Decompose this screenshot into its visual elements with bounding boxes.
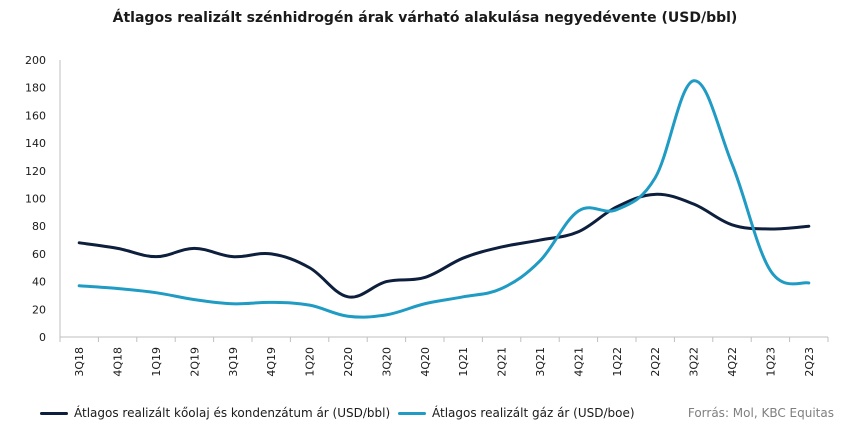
chart-series-lines	[77, 79, 811, 319]
y-tick-label: 140	[25, 137, 46, 150]
legend-swatch-gas	[398, 411, 426, 415]
x-tick-label: 4Q21	[572, 347, 585, 377]
y-tick-label: 200	[25, 54, 46, 67]
y-tick-label: 100	[25, 193, 46, 206]
x-tick-label: 2Q21	[496, 347, 509, 377]
x-tick-label: 2Q23	[803, 347, 816, 377]
source-note: Forrás: Mol, KBC Equitas	[687, 406, 834, 420]
x-tick-label: 1Q23	[764, 347, 777, 377]
x-tick-label: 4Q22	[726, 347, 739, 377]
legend-item-gas: Átlagos realizált gáz ár (USD/boe)	[398, 406, 635, 420]
x-tick-label: 1Q22	[611, 347, 624, 377]
x-tick-label: 2Q20	[342, 347, 355, 377]
x-tick-label: 4Q20	[419, 347, 432, 377]
x-tick-label: 3Q18	[73, 347, 86, 377]
x-tick-label: 2Q22	[649, 347, 662, 377]
legend-label-oil: Átlagos realizált kőolaj és kondenzátum …	[74, 406, 391, 420]
x-tick-label: 1Q21	[457, 347, 470, 377]
x-tick-label: 1Q19	[150, 347, 163, 377]
series-line-0	[77, 192, 811, 299]
x-tick-label: 4Q19	[265, 347, 278, 377]
x-tick-label: 3Q22	[688, 347, 701, 377]
y-tick-label: 120	[25, 165, 46, 178]
x-tick-label: 1Q20	[304, 347, 317, 377]
x-tick-label: 4Q18	[112, 347, 125, 377]
chart-axes: 0 20 40 60 80 100 120 140 160 180 200 3Q18 4Q18 1Q19 2…	[25, 54, 829, 377]
y-tick-label: 180	[25, 82, 46, 95]
y-tick-label: 20	[32, 303, 46, 316]
legend-item-oil: Átlagos realizált kőolaj és kondenzátum …	[40, 406, 390, 420]
x-tick-label: 3Q19	[227, 347, 240, 377]
series-line-1	[77, 79, 811, 319]
legend-label-gas: Átlagos realizált gáz ár (USD/boe)	[432, 406, 635, 420]
y-tick-label: 60	[32, 248, 46, 261]
x-tick-label: 3Q21	[534, 347, 547, 377]
x-tick-label: 3Q20	[380, 347, 393, 377]
x-tick-label: 2Q19	[188, 347, 201, 377]
y-tick-label: 80	[32, 220, 46, 233]
y-tick-label: 160	[25, 109, 46, 122]
y-tick-label: 40	[32, 276, 46, 289]
legend-swatch-oil	[40, 411, 68, 415]
chart-title: Átlagos realizált szénhidrogén árak várh…	[112, 10, 738, 26]
y-tick-label: 0	[39, 331, 46, 344]
